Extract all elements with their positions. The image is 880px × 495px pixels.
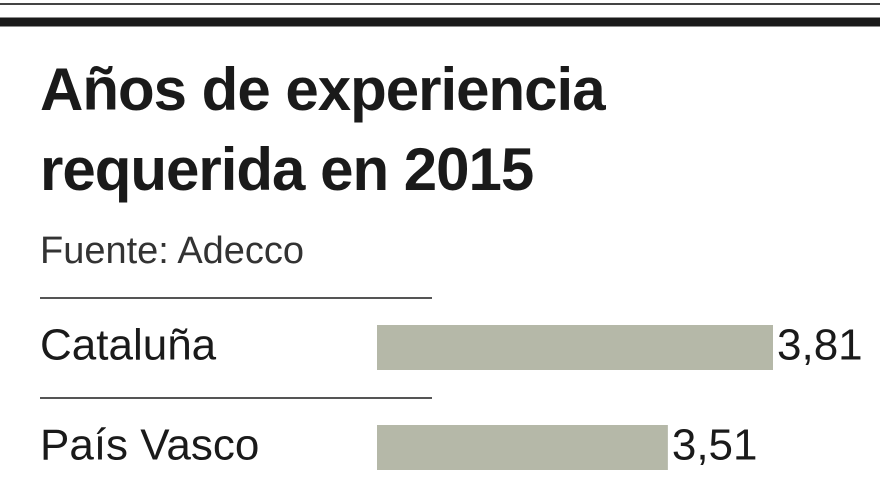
bar (377, 425, 668, 470)
bar (377, 325, 773, 370)
value-label: 3,51 (672, 421, 758, 470)
category-label: País Vasco (40, 421, 259, 470)
category-label: Cataluña (40, 321, 217, 370)
chart-title: Años de experiencia requerida en 2015 (40, 56, 606, 203)
subtitle: Fuente: Adecco (40, 230, 304, 272)
value-label: 3,81 (777, 321, 863, 370)
